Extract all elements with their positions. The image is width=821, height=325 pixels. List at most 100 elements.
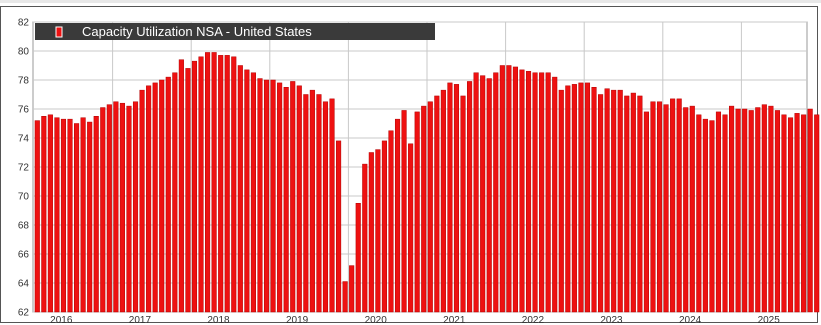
bar — [427, 101, 433, 313]
bar — [729, 105, 735, 313]
y-tick-label: 78 — [18, 76, 30, 87]
bar — [715, 111, 722, 313]
bar — [506, 65, 512, 313]
window-top-rule — [0, 0, 821, 3]
bar — [637, 95, 643, 313]
bar — [80, 117, 86, 313]
bar — [473, 72, 479, 313]
bar — [512, 66, 518, 313]
bar — [656, 101, 663, 313]
y-tick-label: 72 — [18, 163, 30, 174]
bar — [362, 163, 368, 313]
bar — [296, 85, 302, 313]
bar — [755, 107, 761, 313]
bar — [814, 114, 820, 313]
bar — [408, 143, 414, 313]
bar — [650, 101, 656, 313]
bar — [205, 52, 211, 313]
bar — [355, 203, 361, 313]
bar — [447, 82, 453, 313]
bar — [794, 113, 800, 313]
x-tick-label: 2021 — [443, 315, 466, 325]
bar — [368, 152, 374, 313]
x-axis-ticks: 2016 2017 2018 2019 2020 2021 2022 2023 2024 2025 — [50, 315, 780, 325]
bar — [702, 118, 708, 313]
bar — [34, 120, 40, 313]
bar — [381, 140, 387, 313]
y-tick-label: 68 — [18, 221, 30, 232]
bar — [571, 84, 577, 313]
bar — [525, 71, 532, 313]
legend-label: Capacity Utilization NSA - United States — [82, 24, 312, 39]
bar — [100, 107, 106, 313]
bar — [87, 121, 93, 313]
bar — [159, 79, 165, 313]
y-tick-label: 76 — [18, 105, 30, 116]
bar — [617, 89, 623, 313]
bar — [624, 95, 630, 313]
x-tick-label: 2022 — [522, 315, 545, 325]
bar — [545, 72, 551, 313]
bar — [781, 114, 787, 313]
bar — [453, 84, 460, 313]
bar — [591, 87, 597, 313]
bar — [263, 79, 270, 313]
bar — [93, 116, 99, 313]
bar — [132, 101, 139, 313]
x-tick-label: 2023 — [600, 315, 623, 325]
bar — [761, 104, 767, 313]
bar — [584, 82, 591, 313]
bar — [768, 105, 774, 313]
y-tick-label: 62 — [18, 308, 30, 319]
bar — [172, 72, 178, 313]
bar — [663, 104, 669, 313]
bar — [106, 104, 112, 313]
bar — [683, 107, 689, 313]
bar — [336, 140, 342, 313]
x-tick-label: 2024 — [679, 315, 702, 325]
y-tick-label: 80 — [18, 47, 30, 58]
bar — [807, 108, 813, 313]
bar — [722, 114, 728, 313]
bar — [787, 117, 794, 313]
bar — [519, 69, 525, 313]
bar — [126, 105, 132, 313]
bar — [630, 92, 636, 313]
bar — [388, 130, 394, 313]
bar — [309, 89, 315, 313]
bar — [218, 55, 224, 313]
bar — [434, 95, 440, 313]
bar — [709, 120, 715, 313]
bar — [499, 65, 505, 313]
bar — [303, 94, 309, 313]
bar — [139, 89, 145, 313]
bar — [290, 81, 296, 313]
bar — [342, 281, 348, 313]
bar — [486, 78, 492, 313]
bar — [460, 95, 466, 313]
bar — [244, 69, 250, 313]
bar — [801, 114, 807, 313]
y-tick-label: 64 — [18, 279, 30, 290]
bar — [283, 87, 289, 313]
y-tick-label: 66 — [18, 250, 30, 261]
bar — [270, 79, 276, 313]
bar — [237, 65, 243, 313]
bar — [676, 98, 682, 313]
bar — [532, 72, 538, 313]
x-tick-label: 2025 — [758, 315, 781, 325]
y-axis-ticks: 62 64 66 68 70 72 74 76 78 80 82 — [18, 18, 30, 319]
bar — [480, 75, 486, 313]
bar — [539, 72, 545, 313]
bar — [689, 105, 695, 313]
bar — [774, 110, 780, 313]
bar — [165, 76, 171, 313]
bar — [146, 85, 152, 313]
bar — [152, 82, 158, 313]
bar — [60, 118, 67, 313]
bar — [643, 111, 649, 313]
bar — [440, 89, 446, 313]
bar — [552, 76, 558, 313]
y-tick-label: 74 — [18, 134, 30, 145]
